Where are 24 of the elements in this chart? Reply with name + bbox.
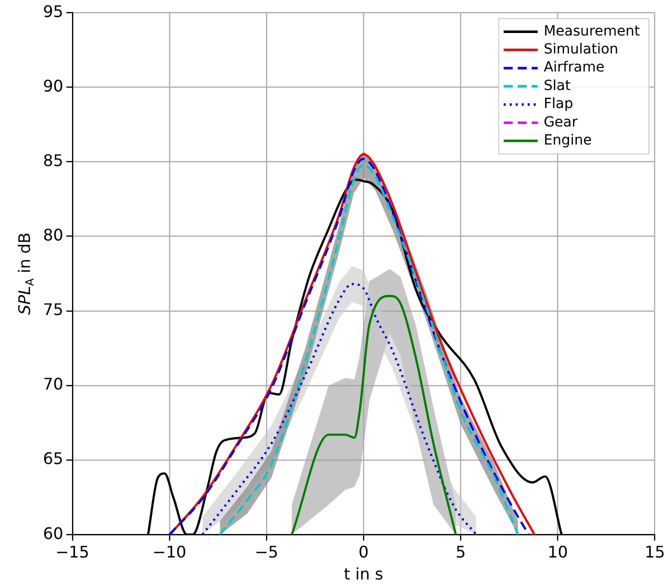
x-tick-label: −10 — [152, 542, 186, 562]
legend-label: Airframe — [544, 60, 604, 76]
y-tick-label: 90 — [43, 76, 64, 96]
y-tick-label: 60 — [43, 524, 64, 543]
y-tick-label: 95 — [43, 2, 64, 21]
y-tick-label: 85 — [43, 150, 64, 170]
x-tick-label: 10 — [548, 542, 568, 562]
x-tick-label: 0 — [358, 542, 369, 562]
x-tick-label: 5 — [456, 542, 466, 562]
y-tick-label: 80 — [43, 225, 64, 244]
legend-label: Gear — [544, 114, 578, 130]
y-tick-label: 70 — [43, 374, 64, 394]
y-axis-title: SPLA in dB — [15, 232, 37, 315]
x-tick-label: −5 — [254, 542, 278, 562]
x-tick-label: −15 — [55, 542, 90, 562]
legend-label: Simulation — [544, 42, 618, 58]
legend-label: Slat — [544, 78, 572, 94]
y-tick-label: 65 — [43, 449, 64, 468]
x-axis-title: t in s — [344, 564, 384, 584]
legend-label: Flap — [544, 96, 574, 112]
legend-label: Measurement — [544, 23, 640, 40]
y-tick-label: 75 — [43, 300, 64, 320]
legend-label: Engine — [544, 132, 592, 149]
x-tick-label: 15 — [644, 542, 665, 562]
